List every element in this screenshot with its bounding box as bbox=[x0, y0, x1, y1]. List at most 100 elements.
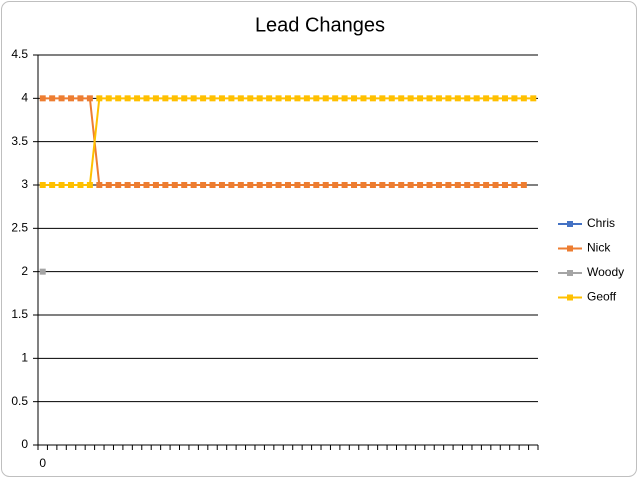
marker bbox=[86, 95, 93, 102]
legend-label: Nick bbox=[587, 241, 611, 255]
marker bbox=[520, 182, 527, 188]
marker bbox=[68, 95, 75, 102]
marker bbox=[96, 182, 103, 188]
marker bbox=[492, 95, 499, 102]
y-tick-label: 3.5 bbox=[11, 134, 28, 148]
marker bbox=[134, 182, 141, 188]
marker bbox=[275, 182, 282, 188]
marker bbox=[115, 95, 122, 102]
marker bbox=[77, 95, 84, 102]
marker bbox=[162, 95, 169, 102]
legend-label: Chris bbox=[587, 216, 615, 230]
marker bbox=[190, 182, 197, 188]
marker bbox=[58, 182, 65, 188]
marker bbox=[96, 95, 103, 102]
marker bbox=[152, 182, 159, 188]
marker bbox=[285, 95, 291, 102]
marker bbox=[322, 95, 329, 102]
marker bbox=[134, 95, 141, 102]
marker bbox=[530, 95, 537, 102]
marker bbox=[360, 182, 367, 188]
marker bbox=[49, 182, 56, 188]
marker bbox=[407, 182, 414, 188]
marker bbox=[237, 95, 244, 102]
marker bbox=[303, 182, 310, 188]
y-tick-label: 2 bbox=[21, 264, 28, 278]
marker bbox=[445, 182, 452, 188]
marker bbox=[341, 95, 348, 102]
marker bbox=[294, 182, 301, 188]
marker bbox=[86, 182, 93, 188]
marker bbox=[171, 95, 178, 102]
marker bbox=[445, 95, 452, 102]
marker bbox=[68, 182, 75, 188]
marker bbox=[228, 95, 235, 102]
legend-label: Geoff bbox=[587, 290, 617, 304]
marker bbox=[58, 95, 65, 102]
legend-marker bbox=[567, 221, 573, 227]
marker bbox=[275, 95, 282, 102]
marker bbox=[237, 182, 244, 188]
y-tick-label: 0.5 bbox=[11, 394, 28, 408]
marker bbox=[464, 182, 471, 188]
marker bbox=[124, 95, 131, 102]
marker bbox=[473, 182, 480, 188]
marker bbox=[511, 182, 518, 188]
legend-marker bbox=[567, 294, 573, 301]
marker bbox=[417, 95, 424, 102]
marker bbox=[379, 95, 386, 102]
marker bbox=[435, 95, 442, 102]
marker bbox=[360, 95, 367, 102]
x-tick-label: 0 bbox=[39, 456, 46, 470]
legend-marker bbox=[567, 270, 573, 276]
marker bbox=[256, 182, 263, 188]
marker bbox=[143, 95, 150, 102]
marker bbox=[209, 95, 216, 102]
marker bbox=[115, 182, 122, 188]
marker bbox=[454, 95, 461, 102]
marker bbox=[181, 95, 188, 102]
marker bbox=[341, 182, 348, 188]
y-tick-label: 4 bbox=[21, 91, 28, 105]
y-tick-label: 2.5 bbox=[11, 221, 28, 235]
marker bbox=[454, 182, 461, 188]
marker bbox=[332, 182, 339, 188]
marker bbox=[105, 182, 112, 188]
marker bbox=[171, 182, 178, 188]
marker bbox=[313, 95, 320, 102]
y-tick-label: 3 bbox=[21, 177, 28, 191]
marker bbox=[351, 95, 358, 102]
marker bbox=[398, 182, 405, 188]
marker bbox=[501, 95, 508, 102]
marker bbox=[39, 95, 46, 102]
marker bbox=[483, 182, 490, 188]
legend-marker bbox=[567, 245, 573, 252]
marker bbox=[501, 182, 508, 188]
marker bbox=[49, 95, 56, 102]
series-line bbox=[42, 97, 524, 186]
marker bbox=[407, 95, 414, 102]
marker bbox=[435, 182, 442, 188]
marker bbox=[39, 182, 46, 188]
marker bbox=[294, 95, 301, 102]
marker bbox=[247, 182, 254, 188]
legend-label: Woody bbox=[587, 265, 624, 279]
marker bbox=[124, 182, 131, 188]
marker bbox=[266, 182, 273, 188]
y-tick-label: 4.5 bbox=[11, 47, 28, 61]
marker bbox=[77, 182, 84, 188]
marker bbox=[218, 182, 225, 188]
marker bbox=[520, 95, 527, 102]
chart-title: Lead Changes bbox=[255, 14, 385, 36]
marker bbox=[152, 95, 159, 102]
marker bbox=[332, 95, 339, 102]
y-tick-label: 1.5 bbox=[11, 307, 28, 321]
marker bbox=[256, 95, 263, 102]
marker bbox=[105, 95, 112, 102]
marker bbox=[351, 182, 358, 188]
marker bbox=[473, 95, 480, 102]
marker bbox=[379, 182, 386, 188]
